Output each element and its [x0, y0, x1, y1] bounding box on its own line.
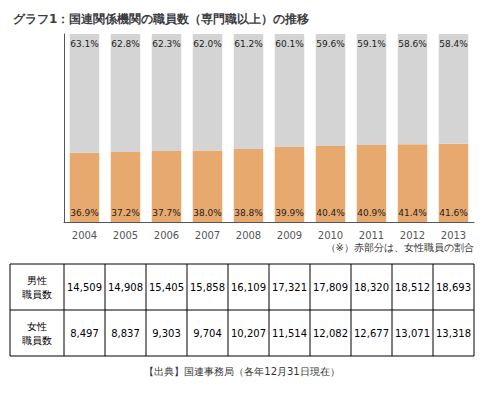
svg-text:58.4%: 58.4% — [439, 39, 468, 49]
svg-text:2007: 2007 — [195, 230, 220, 241]
svg-text:40.9%: 40.9% — [357, 208, 386, 218]
svg-text:63.1%: 63.1% — [70, 39, 99, 49]
svg-text:職員数: 職員数 — [22, 335, 52, 346]
svg-text:62.0%: 62.0% — [193, 39, 222, 49]
svg-text:12,677: 12,677 — [354, 328, 389, 339]
svg-text:18,693: 18,693 — [436, 282, 471, 293]
svg-text:36.9%: 36.9% — [70, 208, 99, 218]
svg-text:職員数: 職員数 — [22, 289, 52, 300]
svg-text:18,320: 18,320 — [354, 282, 389, 293]
svg-text:女性: 女性 — [27, 321, 47, 332]
svg-text:41.6%: 41.6% — [439, 208, 468, 218]
svg-text:2009: 2009 — [277, 230, 302, 241]
svg-text:グラフ1：国連関係機関の職員数（専門職以上）の推移: グラフ1：国連関係機関の職員数（専門職以上）の推移 — [13, 12, 309, 26]
svg-text:18,512: 18,512 — [395, 282, 430, 293]
svg-text:8,837: 8,837 — [111, 328, 140, 339]
svg-text:【出典】国連事務局（各年12月31日現在）: 【出典】国連事務局（各年12月31日現在） — [144, 366, 339, 377]
svg-text:37.2%: 37.2% — [111, 208, 140, 218]
svg-text:59.1%: 59.1% — [357, 39, 386, 49]
svg-text:15,405: 15,405 — [149, 282, 184, 293]
svg-text:2012: 2012 — [400, 230, 425, 241]
svg-text:2006: 2006 — [154, 230, 179, 241]
svg-text:9,303: 9,303 — [152, 328, 181, 339]
svg-text:10,207: 10,207 — [231, 328, 266, 339]
svg-text:60.1%: 60.1% — [275, 39, 304, 49]
svg-text:14,908: 14,908 — [108, 282, 143, 293]
svg-text:62.3%: 62.3% — [152, 39, 181, 49]
svg-text:37.7%: 37.7% — [152, 208, 181, 218]
svg-text:2008: 2008 — [236, 230, 261, 241]
svg-text:11,514: 11,514 — [272, 328, 307, 339]
svg-text:38.0%: 38.0% — [193, 208, 222, 218]
svg-text:39.9%: 39.9% — [275, 208, 304, 218]
svg-text:8,497: 8,497 — [70, 328, 99, 339]
svg-text:58.6%: 58.6% — [398, 39, 427, 49]
svg-text:41.4%: 41.4% — [398, 208, 427, 218]
svg-text:16,109: 16,109 — [231, 282, 266, 293]
svg-text:12,082: 12,082 — [313, 328, 348, 339]
svg-text:9,704: 9,704 — [193, 328, 222, 339]
svg-text:14,509: 14,509 — [67, 282, 102, 293]
svg-text:15,858: 15,858 — [190, 282, 225, 293]
svg-text:2010: 2010 — [318, 230, 343, 241]
svg-text:62.8%: 62.8% — [111, 39, 140, 49]
svg-text:2011: 2011 — [359, 230, 384, 241]
svg-text:38.8%: 38.8% — [234, 208, 263, 218]
svg-text:男性: 男性 — [27, 275, 47, 286]
svg-text:59.6%: 59.6% — [316, 39, 345, 49]
svg-text:2004: 2004 — [72, 230, 97, 241]
svg-text:2005: 2005 — [113, 230, 138, 241]
svg-text:13,071: 13,071 — [395, 328, 430, 339]
svg-text:17,321: 17,321 — [272, 282, 307, 293]
svg-text:40.4%: 40.4% — [316, 208, 345, 218]
svg-text:61.2%: 61.2% — [234, 39, 263, 49]
svg-text:17,809: 17,809 — [313, 282, 348, 293]
svg-text:13,318: 13,318 — [436, 328, 471, 339]
svg-text:2013: 2013 — [441, 230, 466, 241]
svg-text:（※）赤部分は、女性職員の割合: （※）赤部分は、女性職員の割合 — [326, 242, 474, 253]
